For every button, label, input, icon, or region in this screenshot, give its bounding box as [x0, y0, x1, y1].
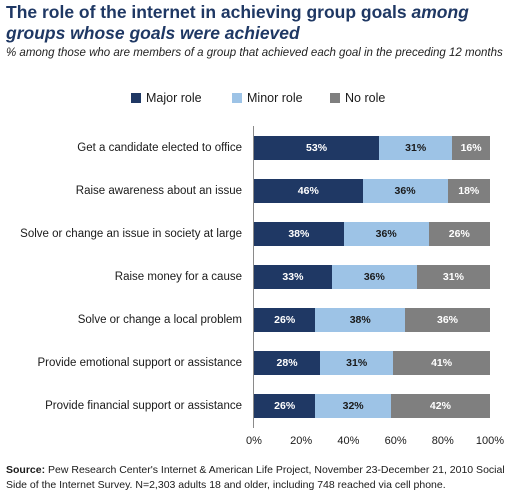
data-label: 31%: [405, 142, 427, 154]
source-note: Source: Pew Research Center's Internet &…: [6, 463, 528, 493]
chart-title-main: The role of the internet in achieving gr…: [6, 2, 412, 22]
bar-major-role: 28%: [254, 351, 321, 375]
bar-none-role: 16%: [452, 136, 490, 160]
legend-swatch-minor: [232, 93, 242, 103]
x-tick-label: 40%: [337, 435, 360, 447]
bar-none-role: 42%: [390, 394, 490, 418]
bar-minor-role: 31%: [379, 136, 453, 160]
legend-swatch-none: [330, 93, 340, 103]
legend-item-major: Major role: [131, 91, 202, 105]
bar-major-role: 53%: [254, 136, 380, 160]
category-label: Solve or change a local problem: [77, 314, 242, 326]
legend-label-major: Major role: [146, 91, 202, 105]
data-label: 16%: [460, 142, 482, 154]
bar-none-role: 31%: [416, 265, 490, 289]
bar-major-role: 26%: [254, 308, 316, 332]
category-label: Provide emotional support or assistance: [37, 357, 242, 369]
legend-item-minor: Minor role: [232, 91, 303, 105]
data-label: 36%: [375, 228, 397, 240]
data-label: 31%: [442, 271, 464, 283]
category-label: Provide financial support or assistance: [45, 400, 242, 412]
data-label: 36%: [394, 185, 416, 197]
legend-label-minor: Minor role: [247, 91, 303, 105]
x-tick-label: 20%: [290, 435, 313, 447]
legend: Major role Minor role No role: [0, 91, 530, 109]
bar-none-role: 26%: [428, 222, 490, 246]
data-label: 46%: [297, 185, 319, 197]
data-label: 53%: [306, 142, 328, 154]
category-label: Solve or change an issue in society at l…: [20, 228, 242, 240]
category-label: Raise money for a cause: [114, 271, 242, 283]
chart-title: The role of the internet in achieving gr…: [6, 2, 526, 44]
bar-none-role: 18%: [447, 179, 490, 203]
bar-major-role: 46%: [254, 179, 363, 203]
legend-item-none: No role: [330, 91, 385, 105]
bar-none-role: 41%: [393, 351, 490, 375]
bar-minor-role: 36%: [343, 222, 429, 246]
category-label: Get a candidate elected to office: [77, 142, 242, 154]
legend-swatch-major: [131, 93, 141, 103]
bar-major-role: 38%: [254, 222, 344, 246]
x-tick-label: 0%: [246, 435, 262, 447]
data-label: 36%: [363, 271, 385, 283]
bar-minor-role: 38%: [315, 308, 406, 332]
data-label: 36%: [437, 314, 459, 326]
bar-minor-role: 32%: [315, 394, 391, 418]
x-tick-label: 60%: [384, 435, 407, 447]
bar-major-role: 33%: [254, 265, 332, 289]
x-tick-label: 80%: [431, 435, 454, 447]
data-label: 26%: [448, 228, 470, 240]
data-label: 42%: [429, 400, 451, 412]
x-tick-label: 100%: [475, 435, 505, 447]
bar-none-role: 36%: [405, 308, 490, 332]
data-label: 31%: [346, 357, 368, 369]
data-label: 26%: [274, 314, 296, 326]
bar-minor-role: 31%: [320, 351, 394, 375]
data-label: 38%: [349, 314, 371, 326]
legend-label-none: No role: [345, 91, 386, 105]
data-label: 38%: [288, 228, 310, 240]
bar-minor-role: 36%: [331, 265, 417, 289]
chart-subtitle: % among those who are members of a group…: [6, 47, 503, 59]
data-label: 33%: [282, 271, 304, 283]
source-label: Source:: [6, 464, 46, 476]
bar-minor-role: 36%: [362, 179, 448, 203]
source-text: Pew Research Center's Internet & America…: [6, 464, 505, 491]
data-label: 41%: [431, 357, 453, 369]
data-label: 18%: [458, 185, 480, 197]
bar-major-role: 26%: [254, 394, 316, 418]
category-label: Raise awareness about an issue: [75, 185, 242, 197]
data-label: 28%: [276, 357, 298, 369]
data-label: 32%: [342, 400, 364, 412]
y-axis-line: [253, 126, 254, 428]
data-label: 26%: [274, 400, 296, 412]
chart-title-italic: among groups whose goals were achieved: [6, 2, 469, 43]
